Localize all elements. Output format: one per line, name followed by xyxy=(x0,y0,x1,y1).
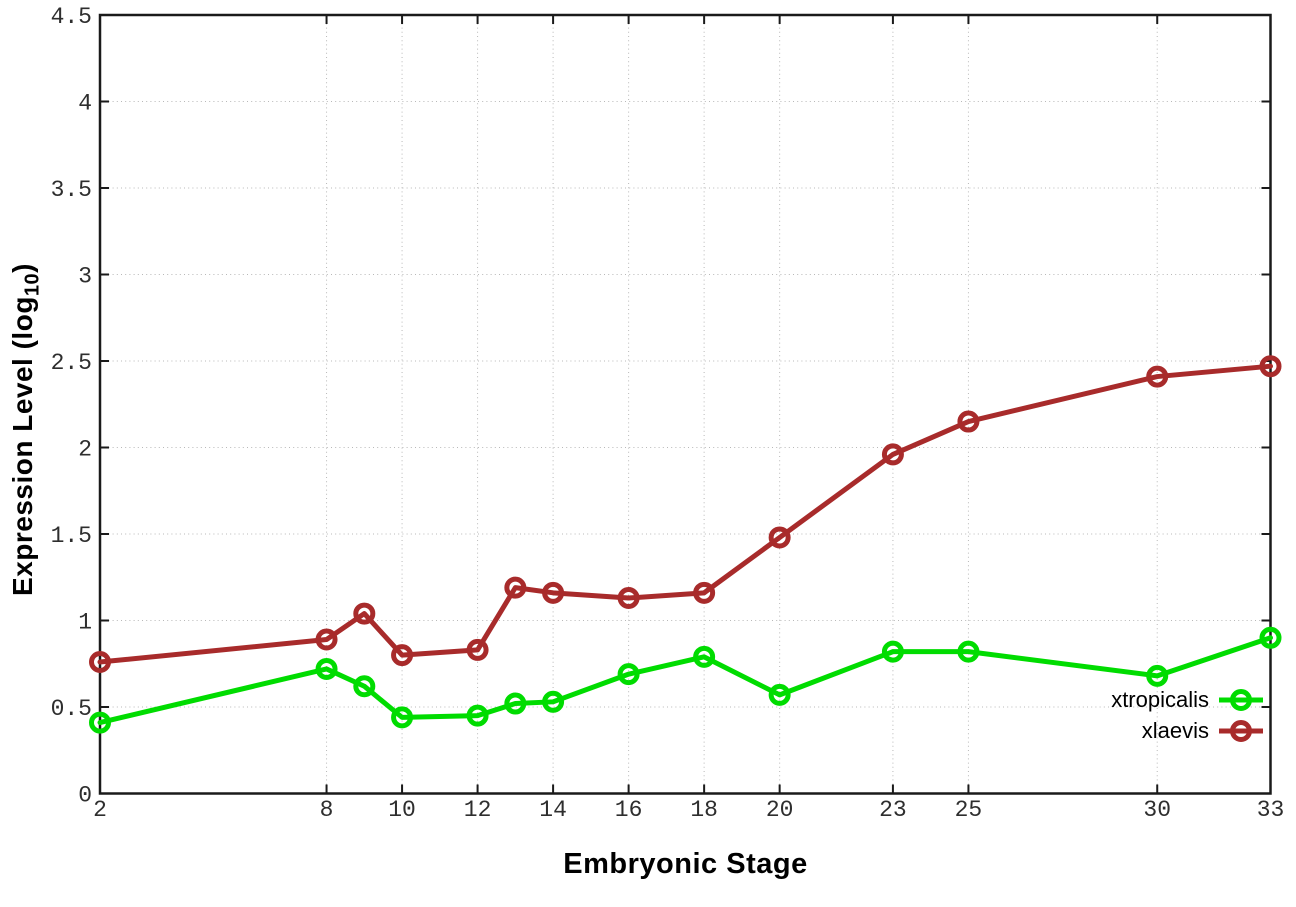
data-point-xtropicalis xyxy=(89,711,111,734)
x-tick-label: 16 xyxy=(615,797,643,823)
legend-item-xtropicalis: xtropicalis xyxy=(1111,684,1264,715)
data-point-xtropicalis xyxy=(1146,664,1169,687)
y-tick-label: 0.5 xyxy=(51,696,92,722)
y-tick-label: 3 xyxy=(78,264,92,290)
x-tick-label: 14 xyxy=(539,797,567,823)
x-axis-title: Embryonic Stage xyxy=(563,848,808,880)
series-xlaevis xyxy=(89,355,1282,674)
data-point-xlaevis xyxy=(466,638,489,661)
x-tick-label: 10 xyxy=(388,797,416,823)
tick-marks xyxy=(99,14,1272,795)
plot-border xyxy=(98,13,1272,795)
y-tick-label: 2.5 xyxy=(51,350,92,376)
data-point-xtropicalis xyxy=(391,706,414,729)
data-point-xtropicalis xyxy=(466,704,489,727)
data-point-xtropicalis xyxy=(353,675,376,698)
data-point-xlaevis xyxy=(1259,355,1282,378)
data-point-xtropicalis xyxy=(881,640,904,663)
data-point-xlaevis xyxy=(1146,365,1169,388)
legend-label-xtropicalis: xtropicalis xyxy=(1111,686,1209,712)
data-point-xtropicalis xyxy=(617,663,640,686)
x-tick-label: 33 xyxy=(1257,797,1285,823)
data-point-xtropicalis xyxy=(315,657,338,680)
x-tick-label: 25 xyxy=(955,797,983,823)
y-tick-label: 1 xyxy=(78,610,92,636)
data-point-xlaevis xyxy=(542,581,565,604)
y-tick-label: 4.5 xyxy=(51,4,92,30)
y-tick-label: 1.5 xyxy=(51,523,92,549)
x-tick-label: 2 xyxy=(93,797,107,823)
data-point-xlaevis xyxy=(617,587,640,610)
x-tick-label: 18 xyxy=(690,797,718,823)
y-tick-labels: 0 0.5 1 1.5 2 2.5 3 3.5 4 4.5 xyxy=(51,4,92,809)
data-point-xlaevis xyxy=(315,628,338,651)
x-tick-label: 23 xyxy=(879,797,907,823)
data-point-xtropicalis xyxy=(768,683,791,706)
x-tick-label: 30 xyxy=(1143,797,1171,823)
data-point-xlaevis xyxy=(504,576,527,599)
gridlines xyxy=(100,15,1271,794)
y-tick-label: 4 xyxy=(78,91,92,117)
y-tick-label: 2 xyxy=(78,437,92,463)
y-axis-title-subscript: 10 xyxy=(21,272,44,297)
series-line-xtropicalis xyxy=(97,635,1273,726)
y-tick-label: 0 xyxy=(78,783,92,809)
data-point-xtropicalis xyxy=(693,645,716,668)
data-point-xtropicalis xyxy=(1259,626,1282,649)
legend-marker-xlaevis xyxy=(1219,719,1263,742)
legend: xtropicalis xlaevis xyxy=(1111,684,1264,746)
series-xtropicalis xyxy=(89,626,1282,734)
legend-label-xlaevis: xlaevis xyxy=(1141,717,1209,743)
data-point-xlaevis xyxy=(693,581,716,604)
data-point-xtropicalis xyxy=(957,640,980,663)
data-point-xlaevis xyxy=(89,651,111,674)
data-point-xtropicalis xyxy=(504,692,527,715)
data-point-xlaevis xyxy=(957,410,980,433)
data-point-xlaevis xyxy=(881,443,904,466)
y-axis-title-text: Expression Level (log xyxy=(7,296,38,596)
y-tick-label: 3.5 xyxy=(51,177,92,203)
legend-item-xlaevis: xlaevis xyxy=(1111,715,1264,746)
y-axis-title: Expression Level (log10) xyxy=(6,263,50,596)
data-point-xtropicalis xyxy=(542,690,565,713)
x-tick-labels: 2 8 10 12 14 16 18 20 23 25 30 33 xyxy=(93,797,1284,823)
data-point-xlaevis xyxy=(391,644,414,667)
x-tick-label: 12 xyxy=(464,797,492,823)
legend-marker-xtropicalis xyxy=(1219,688,1263,711)
series-line-xlaevis xyxy=(97,363,1273,665)
y-axis-title-suffix: ) xyxy=(7,263,38,273)
x-tick-label: 8 xyxy=(320,797,334,823)
data-point-xlaevis xyxy=(768,526,791,549)
data-point-xlaevis xyxy=(353,602,376,625)
x-tick-label: 20 xyxy=(766,797,794,823)
